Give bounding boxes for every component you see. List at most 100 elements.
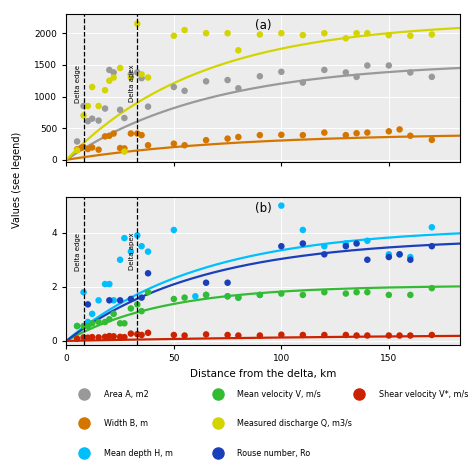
Point (396, 126, 403, 133)
Point (320, 66, 328, 74)
Point (120, 333, 128, 341)
Point (116, 144, 124, 152)
X-axis label: Distance from the delta, km: Distance from the delta, km (190, 369, 336, 379)
Point (385, 62, 392, 69)
Text: Measured discharge Q, m3/s: Measured discharge Q, m3/s (237, 419, 352, 428)
Point (120, 148, 128, 155)
Point (364, 62, 371, 69)
Point (170, 32, 178, 39)
Point (101, 133, 109, 140)
Point (407, 132, 414, 139)
Point (278, 131, 285, 138)
Point (428, 31, 436, 38)
Point (299, 79, 307, 86)
Point (84, 322, 91, 330)
Point (106, 66, 113, 74)
Point (80, 112, 87, 119)
Point (106, 332, 113, 340)
Point (95, 297, 102, 304)
Point (428, 284, 436, 292)
Point (342, 240, 350, 247)
Point (138, 307, 146, 315)
Point (95, 102, 102, 110)
Point (120, 234, 128, 242)
Point (181, 26, 188, 34)
Point (235, 294, 242, 301)
Point (278, 242, 285, 250)
Point (235, 294, 242, 301)
Point (110, 333, 118, 340)
Point (299, 331, 307, 339)
Point (80, 322, 87, 330)
Point (320, 288, 328, 296)
Point (428, 73, 436, 81)
Point (101, 333, 109, 341)
Point (364, 256, 371, 264)
Point (88, 83, 96, 91)
Point (73, 146, 81, 153)
Text: (b): (b) (255, 202, 272, 215)
Point (202, 331, 210, 338)
Point (299, 226, 307, 234)
Point (428, 136, 436, 144)
Point (73, 146, 81, 154)
Point (84, 318, 91, 326)
Point (385, 253, 392, 261)
Point (224, 135, 231, 142)
Point (385, 332, 392, 339)
Point (385, 251, 392, 258)
Point (235, 84, 242, 92)
Point (116, 106, 124, 114)
Point (134, 130, 141, 137)
Point (84, 118, 91, 125)
Point (95, 117, 102, 124)
Point (407, 332, 414, 339)
Point (364, 237, 371, 245)
Point (181, 332, 188, 339)
Point (170, 140, 178, 147)
Point (353, 332, 360, 339)
Point (256, 332, 264, 339)
Point (320, 251, 328, 258)
Point (353, 240, 360, 247)
Text: Delta apex: Delta apex (129, 65, 135, 102)
Point (256, 291, 264, 299)
Point (127, 71, 135, 78)
Point (116, 64, 124, 72)
Point (224, 76, 231, 84)
Point (110, 130, 118, 137)
Point (127, 74, 135, 82)
Point (353, 129, 360, 137)
Point (278, 202, 285, 210)
Point (106, 280, 113, 288)
Point (299, 240, 307, 247)
Point (353, 73, 360, 81)
Point (95, 146, 102, 154)
Point (101, 86, 109, 94)
Point (127, 248, 135, 255)
Point (110, 74, 118, 82)
Point (73, 137, 81, 145)
Point (138, 131, 146, 139)
Point (138, 74, 146, 82)
Point (428, 331, 436, 339)
Point (202, 291, 210, 299)
Point (299, 131, 307, 139)
Text: Delta edge: Delta edge (75, 65, 81, 103)
Point (127, 330, 135, 337)
Point (256, 31, 264, 38)
Text: Area A, m2: Area A, m2 (104, 390, 148, 399)
Point (80, 288, 87, 296)
Text: Width B, m: Width B, m (104, 419, 148, 428)
Text: Mean depth H, m: Mean depth H, m (104, 449, 173, 458)
Point (235, 46, 242, 54)
Point (170, 331, 178, 339)
Point (106, 77, 113, 84)
Point (134, 301, 141, 308)
Point (364, 332, 371, 339)
Point (120, 319, 128, 327)
Text: Values (see legend): Values (see legend) (11, 132, 22, 228)
Point (191, 292, 199, 300)
Point (80, 143, 87, 151)
Point (342, 242, 350, 250)
